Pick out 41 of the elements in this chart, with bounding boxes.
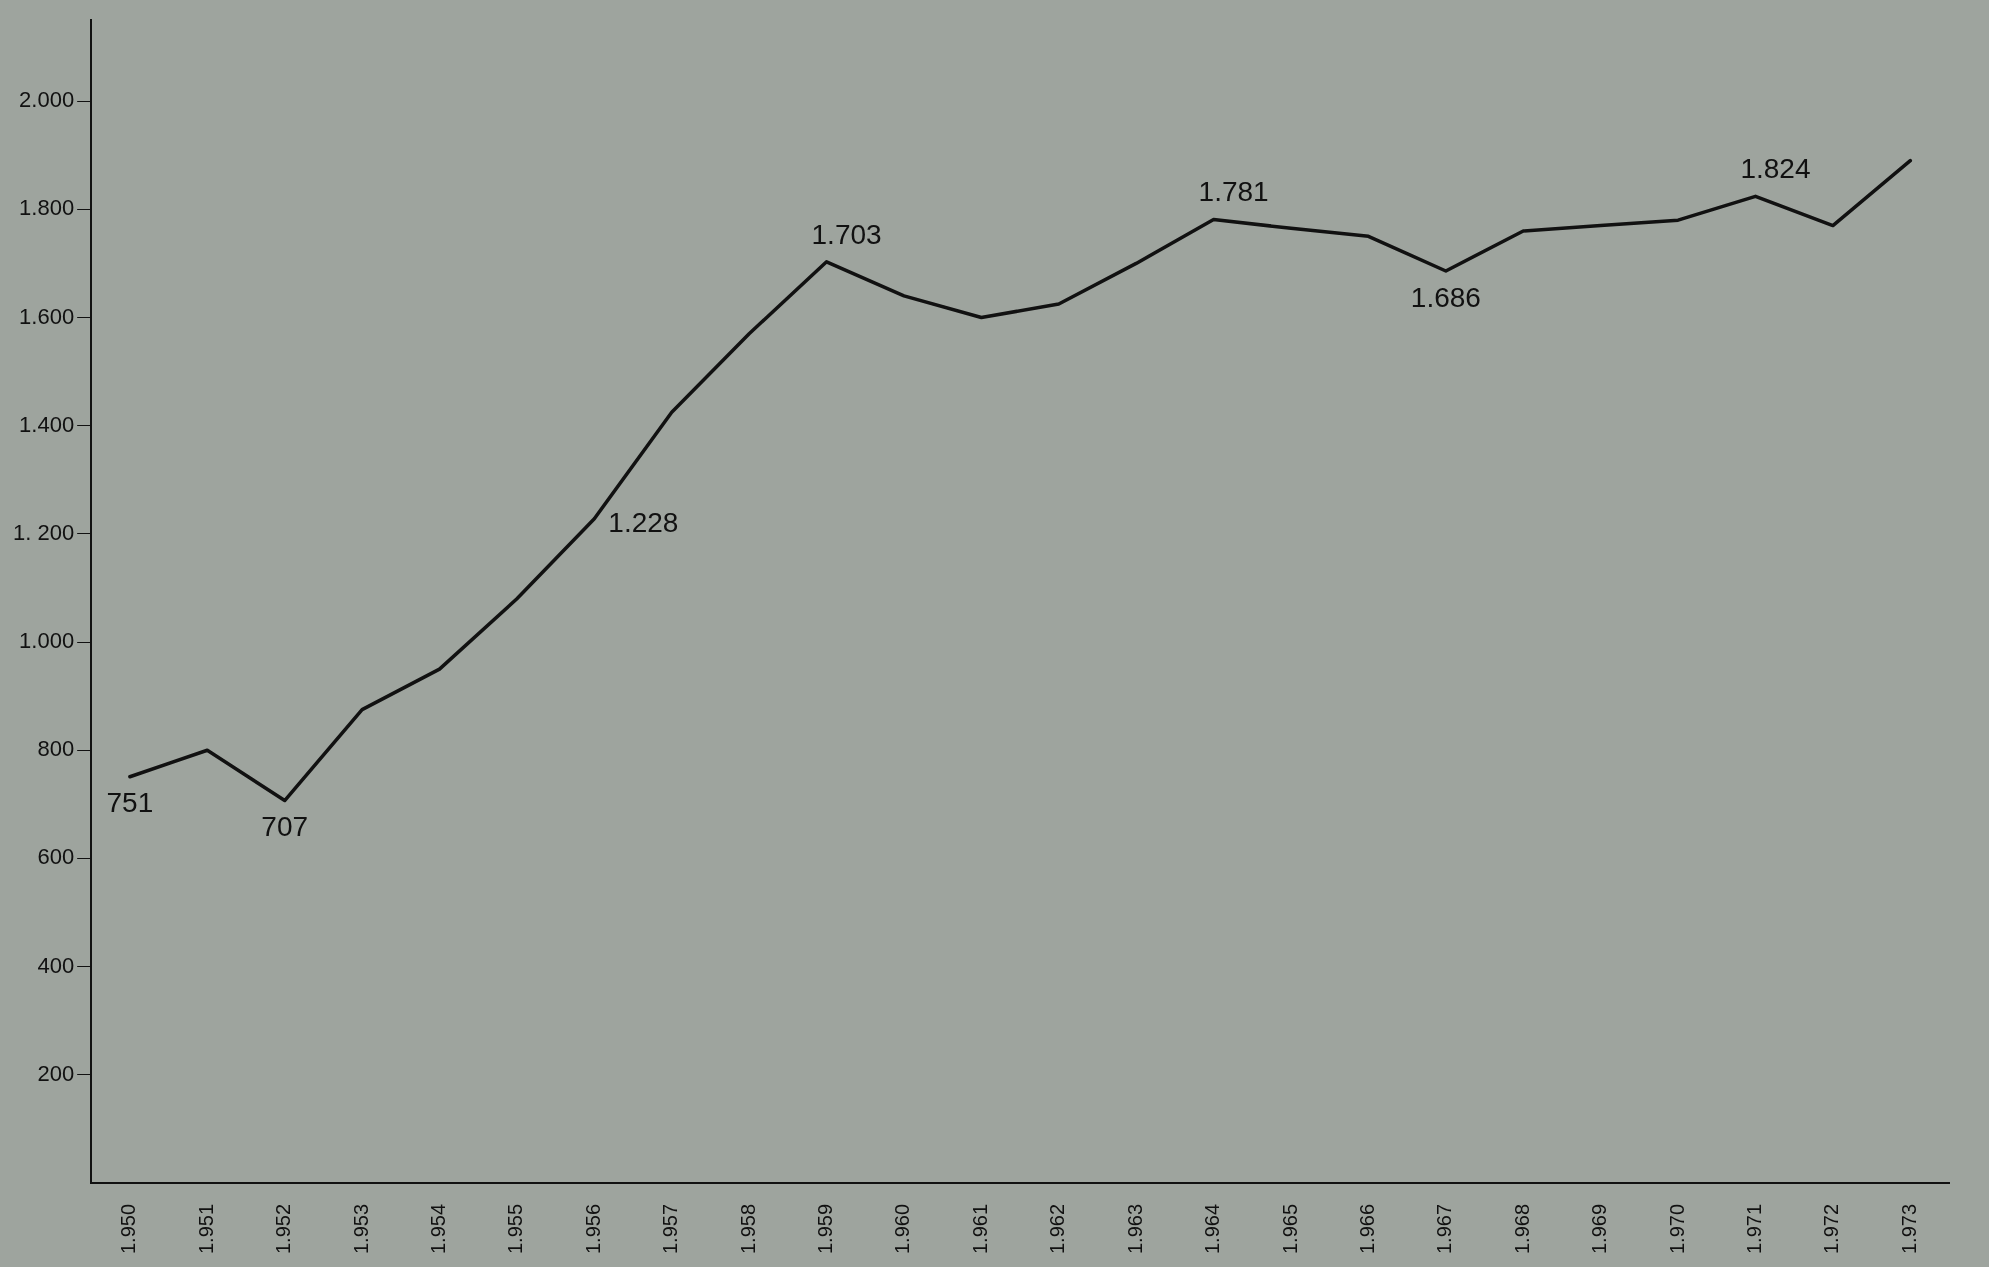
y-tick-label: 800 [37,736,75,762]
x-tick-label: 1.963 [1123,1203,1146,1255]
x-tick-label: 1.966 [1355,1203,1378,1255]
data-label: 1.228 [608,507,679,539]
x-tick-label: 1.967 [1433,1203,1456,1255]
data-label: 751 [106,787,154,819]
x-tick-label: 1.953 [349,1203,372,1255]
data-label: 1.781 [1198,176,1269,208]
y-tick-label: 1. 200 [12,519,75,545]
y-tick-label: 200 [37,1060,75,1086]
x-tick-label: 1.968 [1510,1203,1533,1255]
data-label: 1.703 [811,218,882,250]
x-tick-label: 1.964 [1201,1203,1224,1255]
x-tick-label: 1.950 [117,1203,140,1255]
x-tick-label: 1.971 [1742,1203,1765,1255]
y-tick-label: 1.600 [19,303,75,329]
x-tick-label: 1.960 [891,1203,914,1255]
x-tick-label: 1.951 [194,1203,217,1255]
x-tick-label: 1.959 [814,1203,837,1255]
x-tick-label: 1.962 [1046,1203,1069,1255]
y-tick-label: 600 [37,844,75,870]
x-tick-label: 1.956 [581,1203,604,1255]
x-tick-label: 1.965 [1278,1203,1301,1255]
x-tick-label: 1.958 [736,1203,759,1255]
x-tick-label: 1.973 [1897,1203,1920,1255]
y-tick-label: 2.000 [19,87,75,113]
y-tick-label: 1.800 [19,195,75,221]
y-tick-label: 400 [37,952,75,978]
y-tick-label: 1.400 [19,411,75,437]
x-tick-label: 1.957 [659,1203,682,1255]
x-tick-label: 1.972 [1820,1203,1843,1255]
x-tick-label: 1.961 [968,1203,991,1255]
x-tick-label: 1.970 [1665,1203,1688,1255]
x-tick-label: 1.955 [504,1203,527,1255]
data-label: 707 [261,811,309,843]
x-tick-label: 1.954 [427,1203,450,1255]
data-label: 1.824 [1740,153,1811,185]
data-label: 1.686 [1410,281,1481,313]
x-tick-label: 1.969 [1588,1203,1611,1255]
y-tick-label: 1.000 [19,628,75,654]
x-tick-label: 1.952 [272,1203,295,1255]
